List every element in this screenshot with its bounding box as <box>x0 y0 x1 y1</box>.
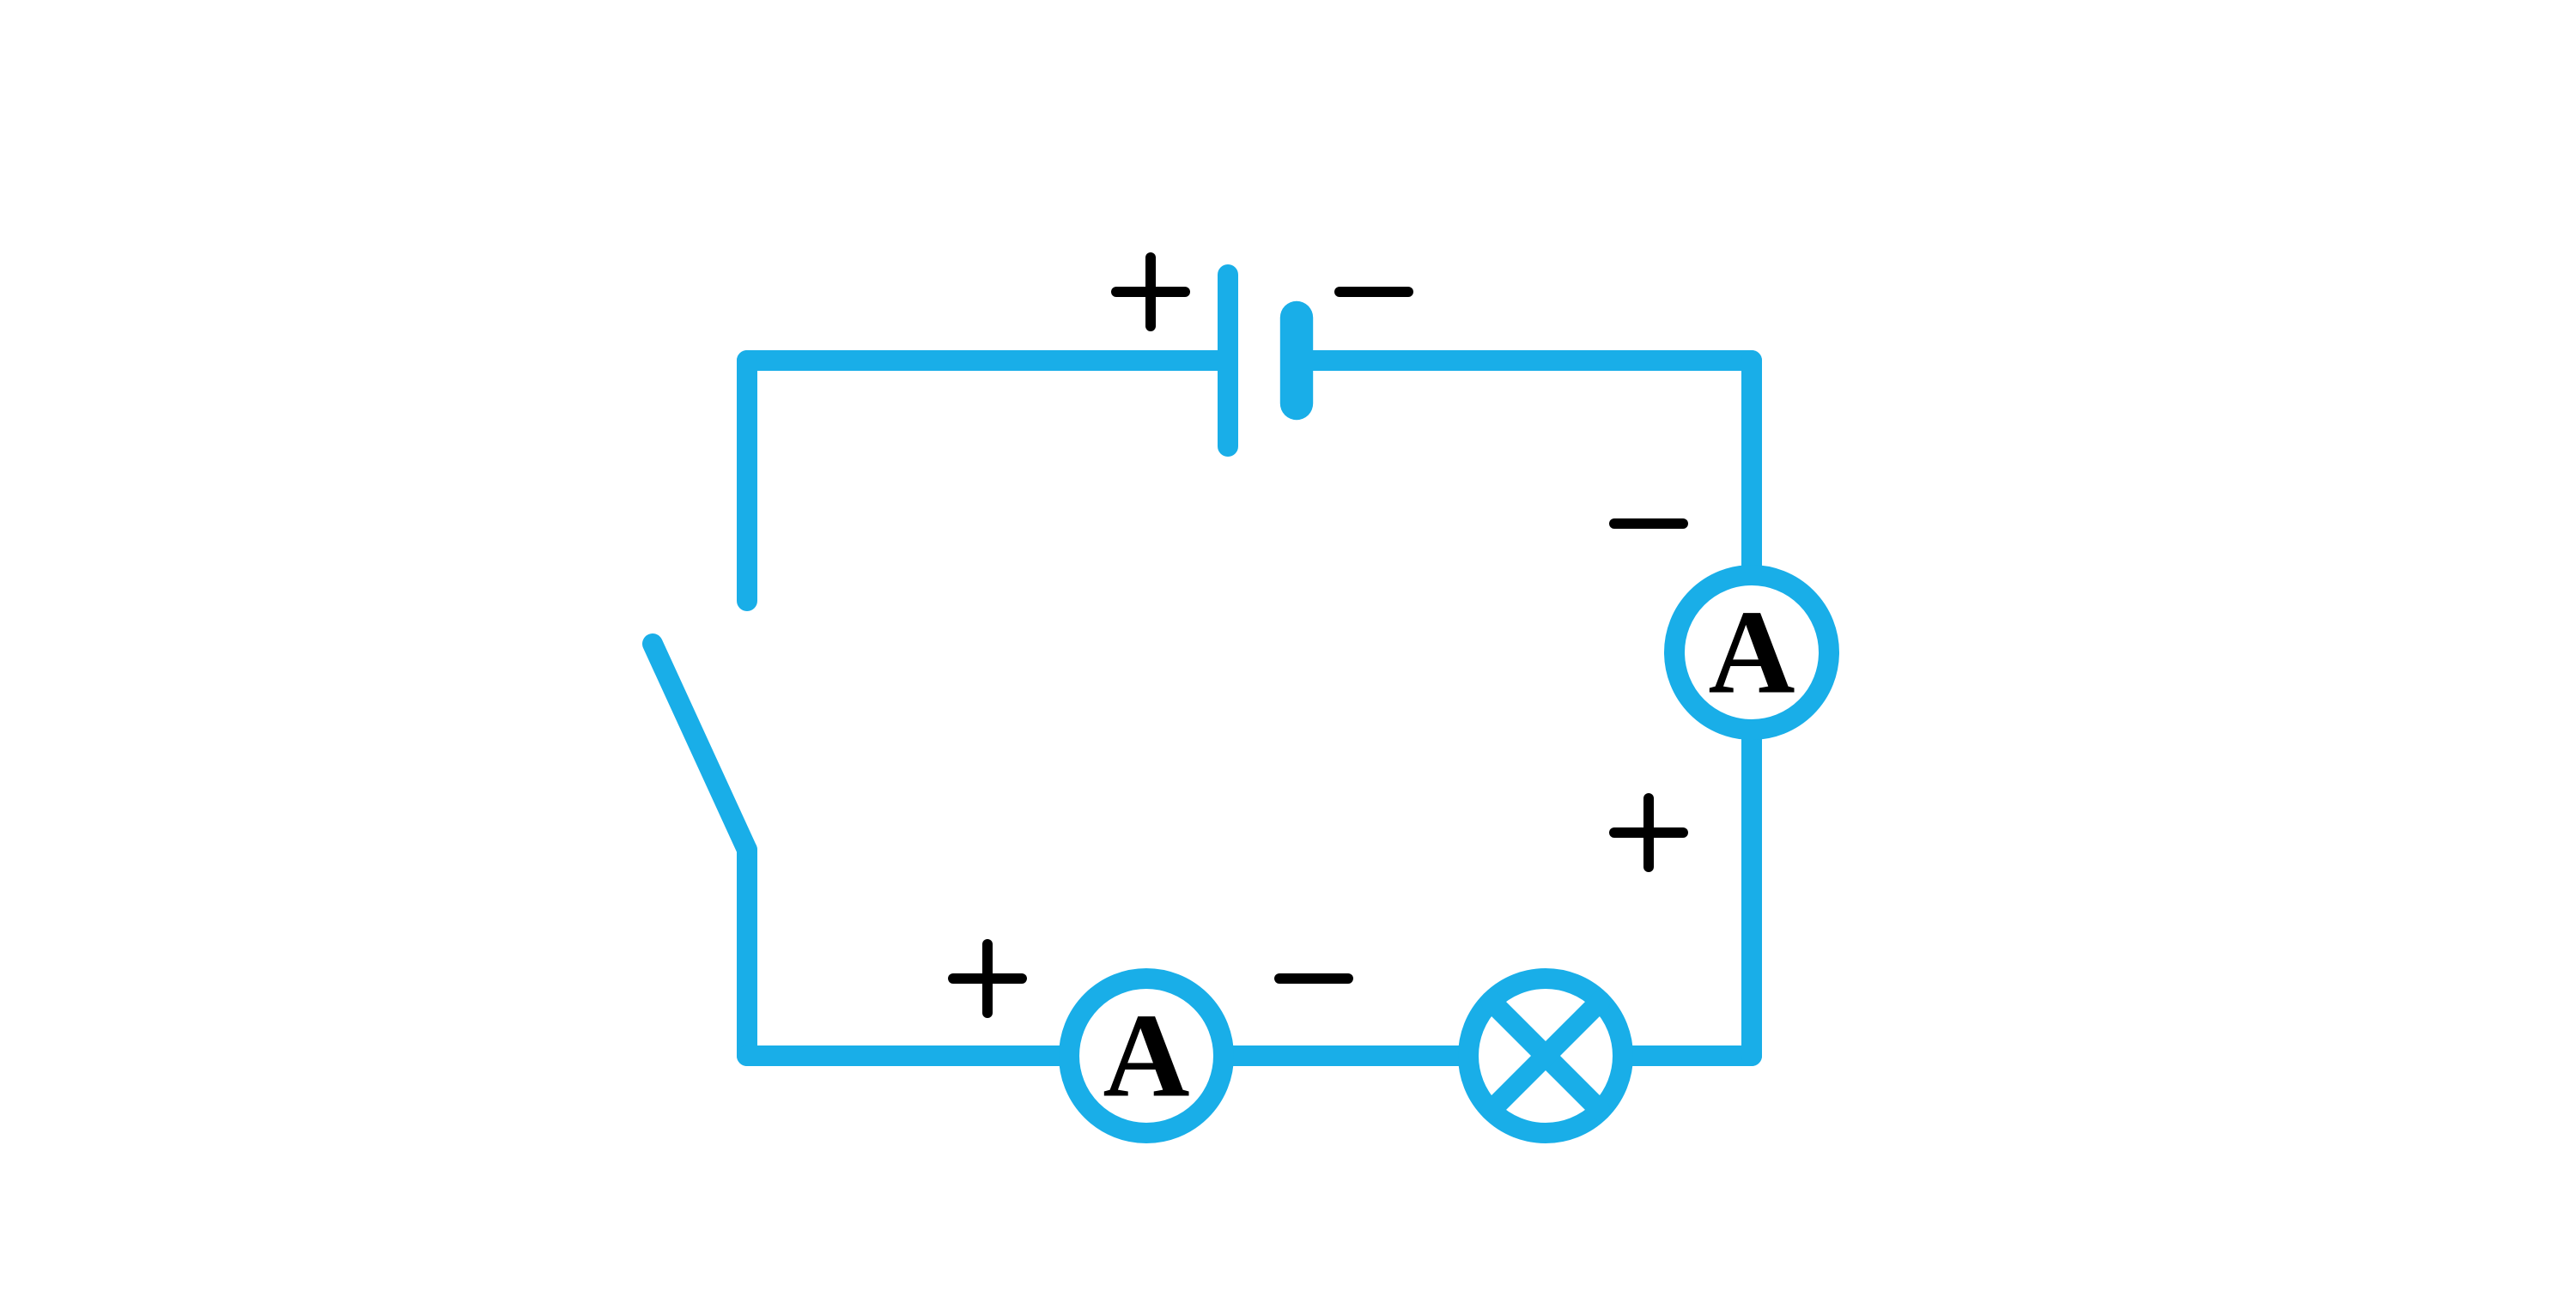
ammeter-right-label: A <box>1708 586 1795 719</box>
ammeter-bottom-label: A <box>1103 990 1189 1123</box>
ammeter-right: A <box>1674 575 1829 730</box>
circuit-diagram: AA <box>0 0 2576 1297</box>
background <box>0 0 2576 1297</box>
lamp <box>1468 979 1623 1133</box>
ammeter-bottom: A <box>1069 979 1224 1133</box>
